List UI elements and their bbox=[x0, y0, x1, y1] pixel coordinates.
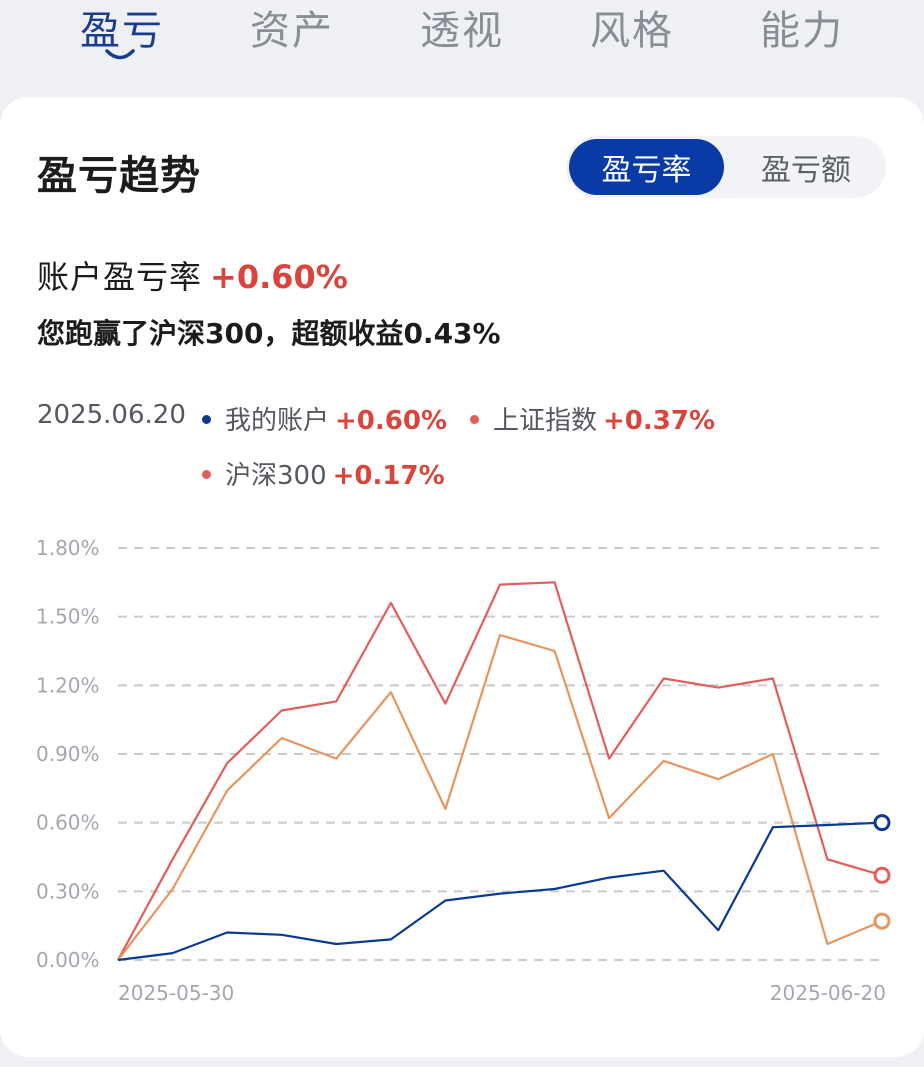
profit-trend-card bbox=[0, 97, 924, 1057]
series-line-0 bbox=[117, 581, 883, 961]
active-tab-indicator bbox=[105, 49, 135, 60]
y-tick-label: 0.30% bbox=[36, 879, 100, 903]
legend-value: +0.37% bbox=[603, 406, 716, 436]
metric-toggle: 盈亏率 盈亏额 bbox=[566, 136, 886, 198]
tab-profit-loss[interactable]: 盈亏 bbox=[80, 8, 164, 54]
toggle-profit-rate-button[interactable]: 盈亏率 bbox=[569, 139, 724, 195]
top-tab-bar: 盈亏 资产 透视 风格 能力 bbox=[0, 0, 924, 90]
series-end-marker-2 bbox=[873, 814, 891, 832]
excess-return-text: 您跑赢了沪深300，超额收益0.43% bbox=[37, 317, 501, 350]
series-end-marker-1 bbox=[873, 912, 891, 930]
tab-style[interactable]: 风格 bbox=[590, 8, 674, 54]
x-tick-label-end: 2025-06-20 bbox=[770, 981, 886, 1005]
y-tick-label: 0.00% bbox=[36, 948, 100, 972]
card-title: 盈亏趋势 bbox=[37, 153, 201, 199]
legend-item-sse: 上证指数 +0.37% bbox=[470, 400, 715, 437]
y-tick-label: 0.90% bbox=[36, 742, 100, 766]
x-tick-label-start: 2025-05-30 bbox=[118, 981, 234, 1005]
legend-name: 沪深300 bbox=[225, 461, 327, 491]
y-tick-label: 1.50% bbox=[36, 605, 100, 629]
legend-value: +0.60% bbox=[335, 406, 448, 436]
legend-dot-icon bbox=[202, 470, 211, 479]
tab-ability[interactable]: 能力 bbox=[760, 8, 844, 54]
tab-assets[interactable]: 资产 bbox=[250, 8, 334, 54]
series-end-marker-0 bbox=[873, 866, 891, 884]
toggle-profit-amount-button[interactable]: 盈亏额 bbox=[761, 153, 851, 188]
y-tick-label: 0.60% bbox=[36, 811, 100, 835]
account-rate-label: 账户盈亏率 bbox=[37, 258, 203, 296]
legend-date: 2025.06.20 bbox=[37, 400, 186, 430]
tab-perspective[interactable]: 透视 bbox=[420, 8, 504, 54]
y-tick-label: 1.20% bbox=[36, 673, 100, 697]
profit-trend-chart: 1.80% 1.50% 1.20% 0.90% 0.60% 0.30% 0.00% 2025-… bbox=[36, 536, 891, 1005]
series-line-2 bbox=[117, 821, 883, 962]
legend-item-csi300: 沪深300 +0.17% bbox=[202, 455, 445, 492]
legend-value: +0.17% bbox=[332, 461, 445, 491]
y-tick-label: 1.80% bbox=[36, 536, 100, 560]
series-line-1 bbox=[117, 633, 883, 961]
legend-item-account: 我的账户 +0.60% bbox=[202, 400, 447, 437]
legend-name: 我的账户 bbox=[225, 406, 330, 436]
account-rate-row: 账户盈亏率 +0.60% bbox=[37, 252, 348, 298]
account-rate-value: +0.60% bbox=[210, 258, 348, 296]
legend-dot-icon bbox=[202, 415, 211, 424]
legend-name: 上证指数 bbox=[493, 406, 598, 436]
legend-dot-icon bbox=[470, 415, 479, 424]
